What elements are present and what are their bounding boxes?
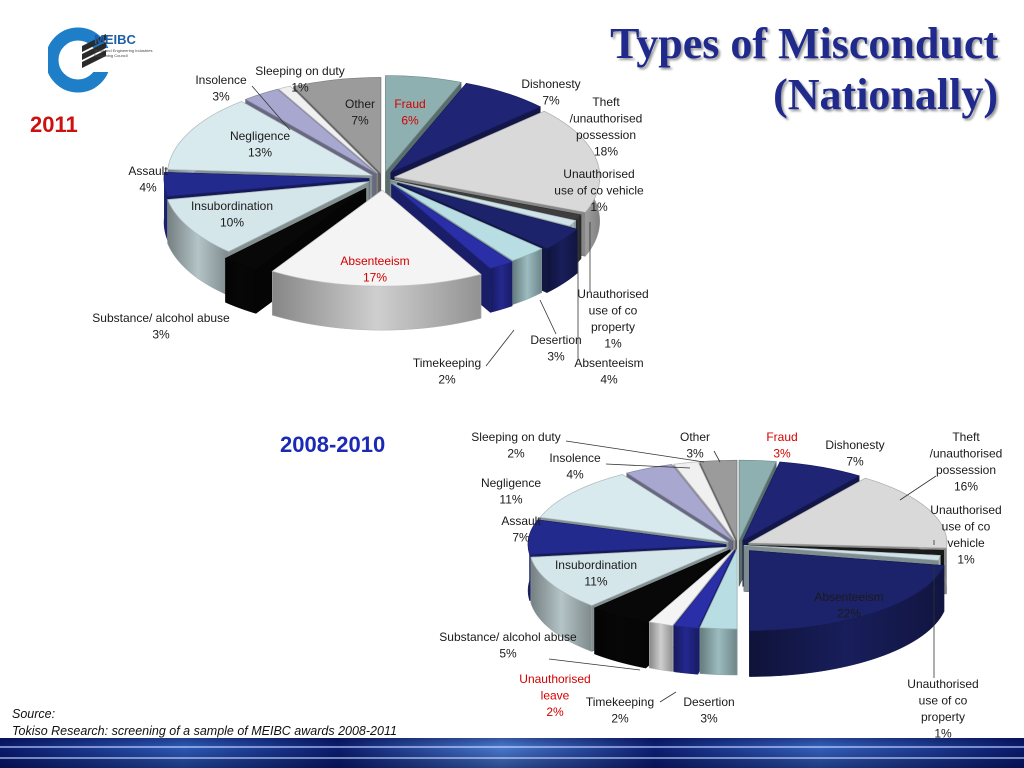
pie2011-label-insolence-13: Insolence 3% bbox=[195, 73, 247, 104]
pie2008-leader-9 bbox=[548, 658, 641, 671]
pie2008-label-unauthorised-leave-8: Unauthorised leave 2% bbox=[519, 672, 590, 719]
pie2011-leader-6 bbox=[539, 299, 557, 335]
source-label: Source: bbox=[12, 707, 56, 721]
pie2011-slice-absenteeism-8 bbox=[271, 189, 482, 331]
pie2011-label-unauthorised-use-of-co-vehicle-3: Unauthorised use of co vehicle 1% bbox=[554, 167, 644, 214]
pie2008-label-assault-11: Assault 7% bbox=[501, 514, 541, 545]
pie2008-label-unauthorised-use-of-co-property-4: Unauthorised use of co property 1% bbox=[907, 677, 978, 741]
pie2008-label-insolence-13: Insolence 4% bbox=[549, 451, 601, 482]
pie2008-label-negligence-12: Negligence 11% bbox=[481, 476, 541, 507]
pie2011-label-unauthorised-use-of-co-property-4: Unauthorised use of co property 1% bbox=[577, 287, 648, 351]
pie2008-leader-13 bbox=[605, 463, 691, 469]
pie2011-label-assault-11: Assault 4% bbox=[128, 164, 168, 195]
slide-title-line-1: Types of Misconduct bbox=[610, 19, 998, 68]
logo-text: MEIBC bbox=[94, 32, 137, 47]
pie2008-label-theft-unauthorised-possession-2: Theft/unauthorised possession 16% bbox=[930, 430, 1003, 494]
pie2008-leader-14 bbox=[565, 440, 705, 463]
pie2008-label-unauthorised-use-of-co-vehicle-3: Unauthorised use of co vehicle 1% bbox=[930, 503, 1001, 567]
pie2008-label-fraud-0: Fraud 3% bbox=[766, 430, 797, 461]
meibc-logo: MEIBC Metal and Engineering Industries B… bbox=[48, 27, 152, 93]
logo-subtext-1: Metal and Engineering Industries bbox=[94, 48, 152, 53]
pie2011-label-other-15: Other 7% bbox=[345, 97, 375, 128]
pie2008-slice-desertion-6 bbox=[699, 548, 738, 676]
logo-subtext-2: Bargaining Council bbox=[94, 53, 128, 58]
pie2008-slice-absenteeism-5 bbox=[749, 550, 945, 677]
slide-title-line-2: (Nationally) bbox=[773, 70, 998, 119]
pie2008-label-other-15: Other 3% bbox=[680, 430, 710, 461]
pie2011-leader-7 bbox=[485, 329, 515, 367]
pie2011-label-absenteeism-5: Absenteeism 4% bbox=[574, 356, 643, 387]
pie2008-leader-2 bbox=[899, 475, 937, 501]
pie2008-label-timekeeping-7: Timekeeping 2% bbox=[586, 695, 654, 726]
source-text: Tokiso Research: screening of a sample o… bbox=[12, 724, 397, 738]
pie2008-label-dishonesty-1: Dishonesty 7% bbox=[825, 438, 884, 469]
pie2008-label-substance-alcohol-abuse-9: Substance/ alcohol abuse 5% bbox=[439, 630, 577, 661]
pie2011-label-negligence-12: Negligence 13% bbox=[230, 129, 290, 160]
pie2011-label-desertion-6: Desertion 3% bbox=[530, 333, 581, 364]
pie2008-label-desertion-6: Desertion 3% bbox=[683, 695, 734, 726]
pie2008-label-insubordination-10: Insubordination 11% bbox=[555, 558, 637, 589]
source-note: Source: Tokiso Research: screening of a … bbox=[12, 706, 397, 740]
bottom-decorative-bar bbox=[0, 738, 1024, 768]
pie2008-label-absenteeism-5: Absenteeism 22% bbox=[814, 590, 883, 621]
pie2011-leader-13 bbox=[251, 85, 291, 131]
pie2011-label-fraud-0: Fraud 6% bbox=[394, 97, 425, 128]
pie2011-label-absenteeism-8: Absenteeism 17% bbox=[340, 254, 409, 285]
pie2011-label-substance-alcohol-abuse-9: Substance/ alcohol abuse 3% bbox=[92, 311, 230, 342]
pie2008-leader-15 bbox=[713, 450, 721, 463]
pie2008-label-sleeping-on-duty-14: Sleeping on duty 2% bbox=[471, 430, 560, 461]
slide-title: Types of Misconduct (Nationally) bbox=[610, 18, 998, 120]
pie2011-label-insubordination-10: Insubordination 10% bbox=[191, 199, 273, 230]
chart-2008-2010-year-label: 2008-2010 bbox=[280, 432, 386, 457]
pie2011-label-sleeping-on-duty-14: Sleeping on duty 1% bbox=[255, 64, 344, 95]
pie2008-leader-7 bbox=[659, 691, 677, 703]
chart-2011-year-label: 2011 bbox=[30, 112, 78, 137]
pie2011-label-timekeeping-7: Timekeeping 2% bbox=[413, 356, 481, 387]
pie2011-label-theft-unauthorised-possession-2: Theft/unauthorised possession 18% bbox=[570, 95, 643, 159]
pie2011-label-dishonesty-1: Dishonesty 7% bbox=[521, 77, 580, 108]
